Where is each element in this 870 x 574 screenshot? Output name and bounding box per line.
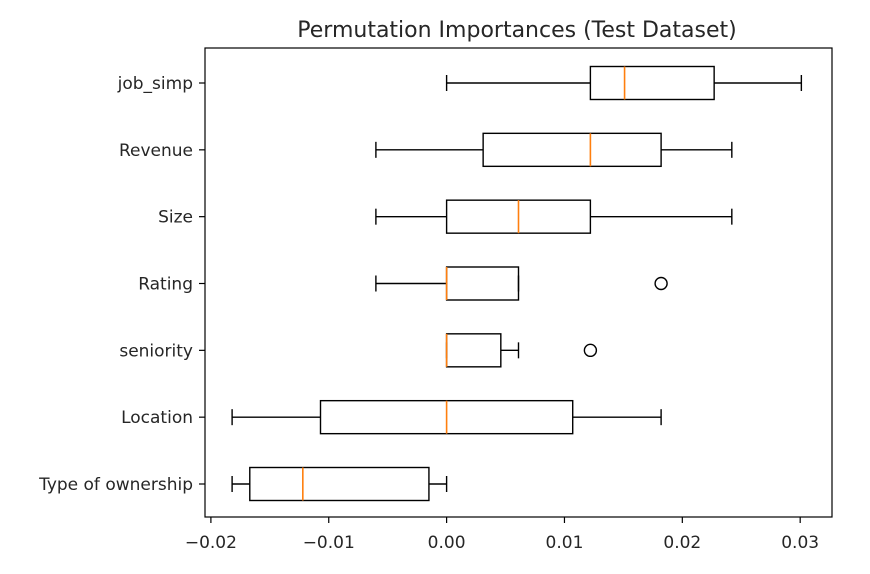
iqr-box xyxy=(249,466,430,502)
x-axis: −0.02 −0.01 0.00 0.01 0.02 0.03 xyxy=(185,517,819,553)
x-tick-label: 0.03 xyxy=(781,533,819,553)
box-series xyxy=(231,65,803,502)
outlier-point xyxy=(583,343,598,358)
y-tick-label: Type of ownership xyxy=(38,475,193,495)
y-tick-label: seniority xyxy=(119,341,193,361)
x-tick-label: 0.02 xyxy=(663,533,701,553)
x-tick-label: −0.02 xyxy=(185,533,237,553)
y-tick-label: Location xyxy=(121,408,193,428)
box-group xyxy=(375,266,668,301)
chart-title: Permutation Importances (Test Dataset) xyxy=(297,18,736,43)
iqr-box xyxy=(589,65,715,101)
box-group xyxy=(375,199,733,234)
x-tick-label: 0.01 xyxy=(546,533,584,553)
x-tick-label: −0.01 xyxy=(303,533,355,553)
outlier-point xyxy=(654,276,668,291)
iqr-box xyxy=(482,132,662,168)
box-group xyxy=(231,399,662,435)
y-axis: job_simp Revenue Size Rating seniority Locati… xyxy=(38,74,205,495)
box-group xyxy=(375,132,733,168)
box-group xyxy=(445,333,598,368)
y-tick-label: Revenue xyxy=(119,141,193,161)
iqr-box xyxy=(445,333,502,368)
y-tick-label: Size xyxy=(158,208,193,228)
y-tick-label: job_simp xyxy=(117,74,193,94)
x-tick-label: 0.00 xyxy=(428,533,466,553)
box-group xyxy=(231,466,448,502)
iqr-box xyxy=(445,266,520,301)
plot-area-frame xyxy=(204,47,833,518)
box-group xyxy=(445,65,803,101)
y-tick-label: Rating xyxy=(138,275,193,295)
